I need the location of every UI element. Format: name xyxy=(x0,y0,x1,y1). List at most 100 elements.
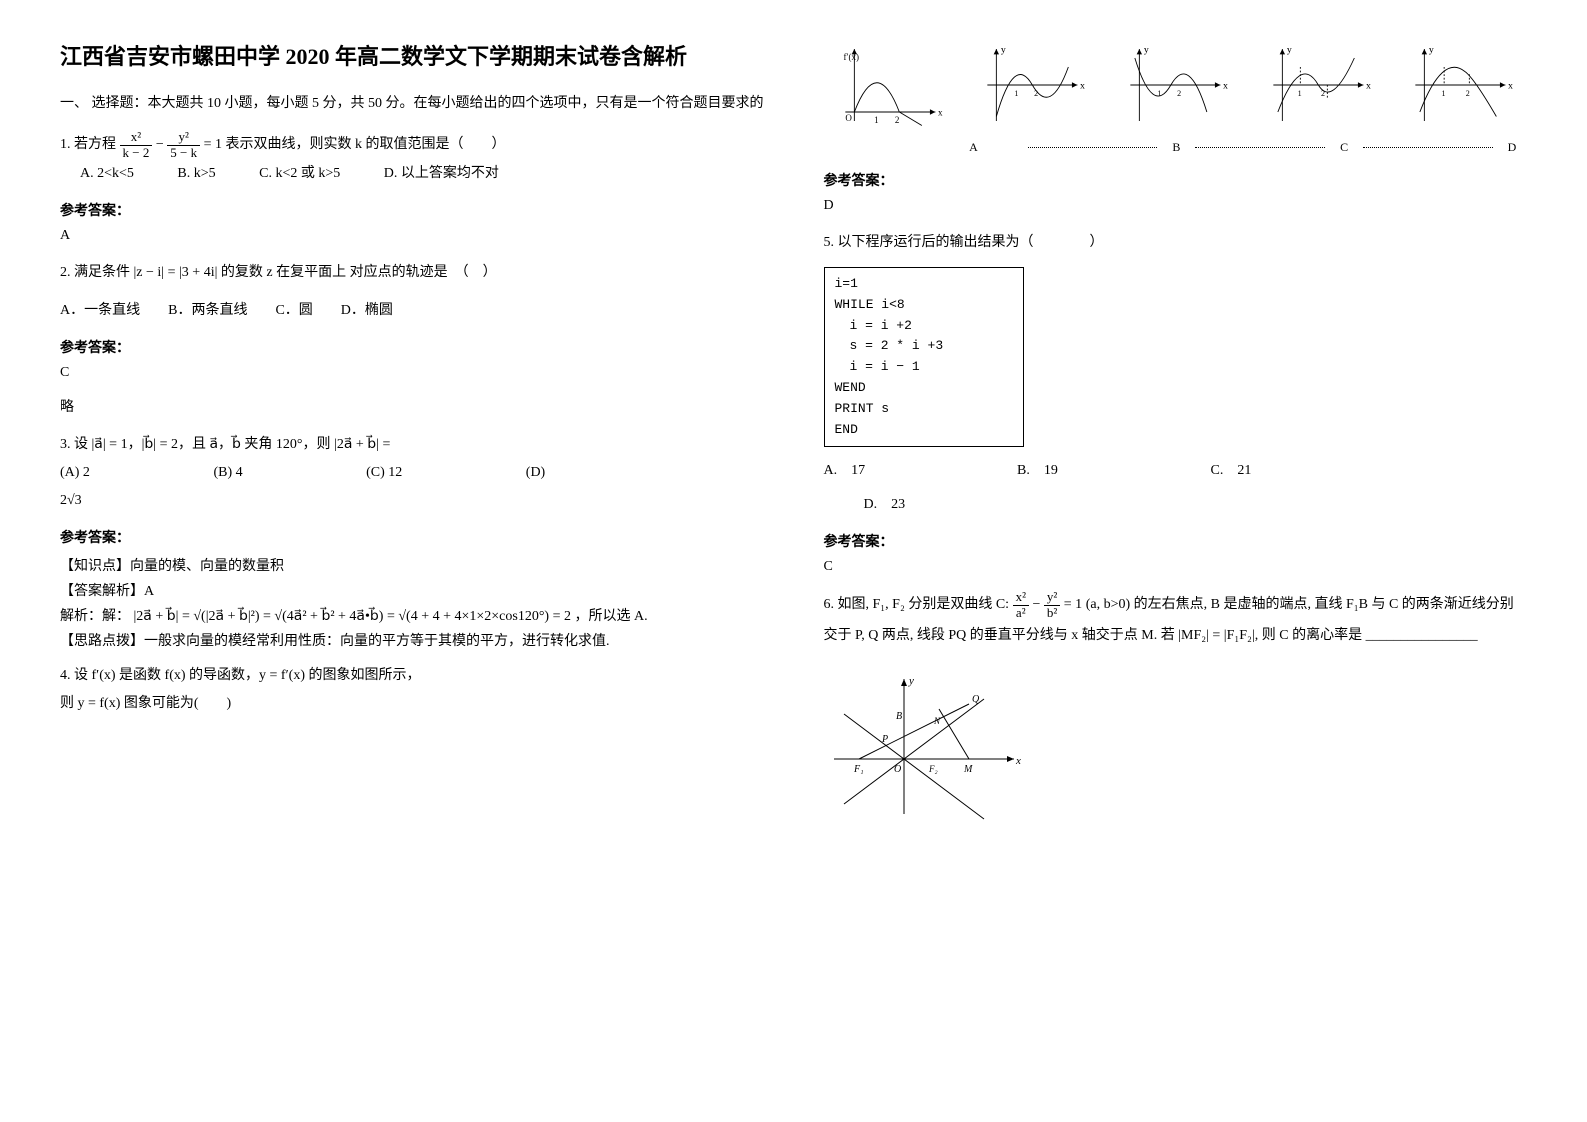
graph-option-c: y x 1 2 xyxy=(1252,40,1385,130)
q6-frac-l: x² a² xyxy=(1013,590,1029,620)
svg-text:y: y xyxy=(908,675,914,687)
q5-text: 5. 以下程序运行后的输出结果为（ ） xyxy=(824,229,1528,257)
answer-label-4: 参考答案： xyxy=(824,170,1528,190)
q4-line2: 则 y = f(x) 图象可能为( ) xyxy=(60,690,764,718)
q3-work: |2a⃗ + b⃗| = √(|2a⃗ + b⃗|²) = √(4a⃗² + b… xyxy=(134,609,572,624)
svg-text:1: 1 xyxy=(1442,89,1446,98)
svg-text:P: P xyxy=(881,734,888,745)
q6-diagram: F₁ M B P Q O y x N F₂ xyxy=(824,664,1024,824)
svg-text:x: x xyxy=(1080,81,1085,92)
q1-answer: A xyxy=(60,228,764,244)
q3-opt-a: (A) 2 xyxy=(60,465,90,480)
code-l1: i=1 xyxy=(835,274,1013,295)
label-d: D xyxy=(1497,140,1527,155)
q5-answer: C xyxy=(824,559,1528,575)
q1-frac-left: x² k − 2 xyxy=(120,130,153,160)
label-b: B xyxy=(1161,140,1191,155)
q1-options: A. 2<k<5 B. k>5 C. k<2 或 k>5 D. 以上答案均不对 xyxy=(80,160,764,188)
code-l8: END xyxy=(835,420,1013,441)
svg-text:x: x xyxy=(1366,81,1371,92)
q5-code-box: i=1 WHILE i<8 i = i +2 s = 2 * i +3 i = … xyxy=(824,267,1024,447)
q1-frac-right: y² 5 − k xyxy=(167,130,200,160)
q1-suffix: 表示双曲线，则实数 k 的取值范围是（ ） xyxy=(226,137,506,152)
q6-frac-r: y² b² xyxy=(1044,590,1060,620)
q4-line1: 4. 设 f′(x) 是函数 f(x) 的导函数，y = f′(x) 的图象如图… xyxy=(60,662,764,690)
q6-blank: ________________ xyxy=(1366,628,1478,643)
svg-text:F₂: F₂ xyxy=(928,764,938,774)
graph-option-b: y x 1 2 xyxy=(1109,40,1242,130)
q1-opt-d: D. 以上答案均不对 xyxy=(384,166,499,181)
svg-text:x: x xyxy=(1508,81,1513,92)
svg-text:x: x xyxy=(938,108,943,118)
answer-label-2: 参考答案： xyxy=(60,337,764,357)
svg-text:O: O xyxy=(894,764,901,775)
q3-opt-d: (D) xyxy=(526,465,545,480)
svg-text:x: x xyxy=(1015,755,1021,767)
question-5: 5. 以下程序运行后的输出结果为（ ） i=1 WHILE i<8 i = i … xyxy=(824,229,1528,519)
code-l6: WEND xyxy=(835,378,1013,399)
question-2: 2. 满足条件 |z − i| = |3 + 4i| 的复数 z 在复平面上 对… xyxy=(60,259,764,325)
q6-eq: = 1 xyxy=(1064,597,1082,612)
q1-eq: = 1 xyxy=(204,137,222,152)
svg-text:1: 1 xyxy=(1297,89,1301,98)
section-header: 一、 选择题：本大题共 10 小题，每小题 5 分，共 50 分。在每小题给出的… xyxy=(60,93,764,115)
label-c: C xyxy=(1329,140,1359,155)
q1-opt-a: A. 2<k<5 xyxy=(80,166,134,181)
code-l5: i = i − 1 xyxy=(835,357,1013,378)
q5-opt-b: B. 19 xyxy=(1017,457,1207,485)
q1-opt-b: B. k>5 xyxy=(177,166,215,181)
svg-text:1: 1 xyxy=(1157,89,1161,98)
answer-label-3: 参考答案： xyxy=(60,527,764,547)
q4-answer: D xyxy=(824,198,1528,214)
q1-opt-c: C. k<2 或 k>5 xyxy=(259,166,340,181)
q3-text: 3. 设 |a⃗| = 1，|b⃗| = 2，且 a⃗，b⃗ 夹角 120°，则… xyxy=(60,431,764,459)
graph-fprime: f′(x) 1 2 x O xyxy=(824,40,957,130)
page-title: 江西省吉安市螺田中学 2020 年高二数学文下学期期末试卷含解析 xyxy=(60,40,764,73)
question-3: 3. 设 |a⃗| = 1，|b⃗| = 2，且 a⃗，b⃗ 夹角 120°，则… xyxy=(60,431,764,515)
question-4: 4. 设 f′(x) 是函数 f(x) 的导函数，y = f′(x) 的图象如图… xyxy=(60,662,764,718)
right-column: f′(x) 1 2 x O y x 1 2 y x 1 2 xyxy=(824,40,1528,829)
svg-text:y: y xyxy=(1001,45,1006,56)
left-column: 江西省吉安市螺田中学 2020 年高二数学文下学期期末试卷含解析 一、 选择题：… xyxy=(60,40,764,829)
q2-answer: C xyxy=(60,365,764,381)
graph-label-row: A B C D xyxy=(924,140,1528,155)
code-l2: WHILE i<8 xyxy=(835,295,1013,316)
svg-text:2: 2 xyxy=(1466,89,1470,98)
svg-text:1: 1 xyxy=(874,115,879,125)
answer-label-5: 参考答案： xyxy=(824,531,1528,551)
svg-text:y: y xyxy=(1286,45,1291,56)
q2-note: 略 xyxy=(60,396,764,416)
svg-text:2: 2 xyxy=(1034,89,1038,98)
q4-graphs: f′(x) 1 2 x O y x 1 2 y x 1 2 xyxy=(824,40,1528,130)
q3-tip: 【思路点拨】一般求向量的模经常利用性质：向量的平方等于其模的平方，进行转化求值. xyxy=(60,630,764,650)
svg-text:N: N xyxy=(933,716,941,726)
graph-option-a: y x 1 2 xyxy=(966,40,1099,130)
code-l7: PRINT s xyxy=(835,399,1013,420)
svg-text:x: x xyxy=(1223,81,1228,92)
q3-work-line: 解析：解： |2a⃗ + b⃗| = √(|2a⃗ + b⃗|²) = √(4a… xyxy=(60,605,764,625)
svg-text:2: 2 xyxy=(1321,89,1325,98)
answer-label-1: 参考答案： xyxy=(60,200,764,220)
q3-opt-c: (C) 12 xyxy=(366,465,402,480)
q6-prefix: 6. 如图, F₁, F₂ 分别是双曲线 C: xyxy=(824,597,1013,612)
question-1: 1. 若方程 x² k − 2 − y² 5 − k = 1 表示双曲线，则实数… xyxy=(60,130,764,188)
svg-text:B: B xyxy=(896,711,902,722)
q3-opt-b: (B) 4 xyxy=(213,465,242,480)
svg-text:y: y xyxy=(1144,45,1149,56)
svg-text:M: M xyxy=(963,764,973,775)
q5-opt-a: A. 17 xyxy=(824,457,1014,485)
svg-text:1: 1 xyxy=(1015,89,1019,98)
q3-explain-label: 【答案解析】A xyxy=(60,580,764,600)
svg-text:2: 2 xyxy=(1177,89,1181,98)
svg-text:2: 2 xyxy=(894,115,899,125)
svg-text:y: y xyxy=(1429,45,1434,56)
graph-option-d: y x 1 2 xyxy=(1394,40,1527,130)
q5-options: A. 17 B. 19 C. 21 D. 23 xyxy=(824,457,1528,519)
q5-opt-d: D. 23 xyxy=(864,491,1528,519)
svg-text:F₁: F₁ xyxy=(853,764,864,775)
q3-options: (A) 2 (B) 4 (C) 12 (D) xyxy=(60,459,764,487)
q3-opt-d-extra: 2√3 xyxy=(60,487,764,515)
q3-knowledge: 【知识点】向量的模、向量的数量积 xyxy=(60,555,764,575)
svg-text:O: O xyxy=(845,113,852,123)
q1-prefix: 1. 若方程 xyxy=(60,137,116,152)
